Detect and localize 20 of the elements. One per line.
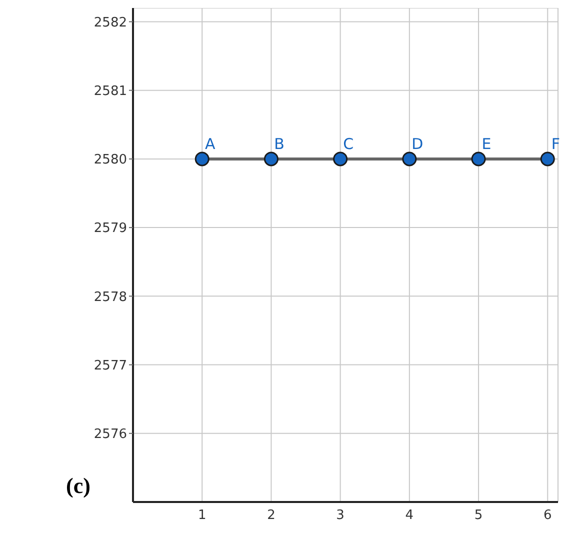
x-tick-label: 4 bbox=[405, 508, 414, 524]
y-tick-label: 2579 bbox=[94, 221, 127, 236]
y-tick-label: 2580 bbox=[94, 152, 127, 168]
annotation: F bbox=[551, 134, 560, 153]
y-tick-label: 2577 bbox=[94, 358, 127, 374]
y-tick-label: 2576 bbox=[94, 427, 127, 442]
annotation: D bbox=[412, 134, 424, 153]
x-tick-label: 6 bbox=[543, 508, 552, 524]
x-tick-label: 5 bbox=[474, 508, 483, 524]
y-tick-label: 2578 bbox=[94, 290, 127, 305]
y-tick-label: 2581 bbox=[94, 84, 127, 99]
text: (c) bbox=[66, 473, 90, 499]
x-tick-label: 2 bbox=[267, 508, 276, 524]
annotation: C bbox=[343, 134, 354, 153]
y-tick-label: 2582 bbox=[94, 15, 127, 30]
x-tick-label: 1 bbox=[198, 508, 206, 524]
annotation: E bbox=[482, 134, 492, 153]
annotation: B bbox=[274, 134, 284, 153]
annotation: A bbox=[204, 134, 216, 153]
x-tick-label: 3 bbox=[336, 508, 344, 524]
